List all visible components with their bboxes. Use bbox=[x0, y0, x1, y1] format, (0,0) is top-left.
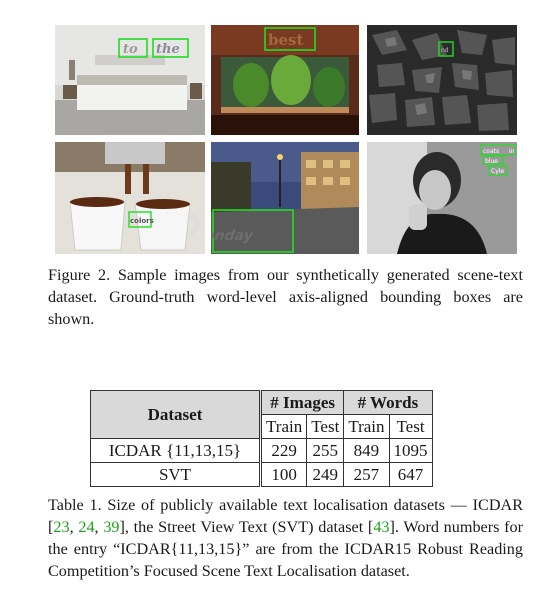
word-label: Cyle bbox=[491, 168, 504, 175]
subheader-train: Train bbox=[259, 414, 308, 439]
images-train: 100 bbox=[259, 462, 308, 487]
word-label: the bbox=[156, 42, 180, 57]
citation-link[interactable]: 23 bbox=[53, 518, 70, 536]
subheader-train: Train bbox=[343, 414, 390, 439]
images-train: 229 bbox=[259, 438, 308, 463]
subheader-test: Test bbox=[306, 414, 345, 439]
words-test: 1095 bbox=[388, 438, 433, 463]
caption-text: , bbox=[69, 518, 79, 536]
caption-text: , bbox=[94, 518, 104, 536]
table-row: SVT 100 249 257 647 bbox=[90, 462, 433, 487]
citation-link[interactable]: 39 bbox=[103, 518, 120, 536]
word-label: monday bbox=[211, 228, 256, 244]
table-row: ICDAR {11,13,15} 229 255 849 1095 bbox=[90, 438, 433, 463]
caption-text: ]. Word numbers for the entry “ICDAR{11,… bbox=[48, 518, 524, 580]
header-words: # Words bbox=[343, 390, 433, 415]
citation-link[interactable]: 24 bbox=[78, 518, 95, 536]
word-label: nd bbox=[441, 47, 449, 54]
dataset-table: Dataset # Images # Words Train Test Trai… bbox=[90, 390, 433, 487]
caption-text: Table 1. Size of publicly available text… bbox=[48, 496, 523, 536]
figure-caption: Figure 2. Sample images from our synthet… bbox=[48, 266, 523, 328]
words-train: 849 bbox=[343, 438, 390, 463]
dataset-name: ICDAR {11,13,15} bbox=[90, 438, 262, 463]
dataset-name: SVT bbox=[90, 462, 262, 487]
word-label: coats bbox=[483, 148, 499, 155]
words-test: 647 bbox=[388, 462, 433, 487]
subheader-test: Test bbox=[388, 414, 433, 439]
word-label: blue bbox=[485, 158, 498, 165]
sample-image-bedroom: to the bbox=[55, 25, 205, 135]
sample-image-cups: colors bbox=[55, 142, 205, 254]
sample-image-rocks: nd bbox=[367, 25, 517, 135]
word-label: in bbox=[509, 148, 515, 155]
word-label: colors bbox=[130, 217, 154, 225]
word-label: best bbox=[268, 31, 303, 49]
images-test: 255 bbox=[306, 438, 345, 463]
sample-image-portrait: coats in blue Cyle bbox=[367, 142, 517, 254]
words-train: 257 bbox=[343, 462, 390, 487]
table-caption: Table 1. Size of publicly available text… bbox=[48, 494, 523, 582]
sample-image-aquarium: best bbox=[211, 25, 359, 135]
header-images: # Images bbox=[259, 390, 345, 415]
citation-link[interactable]: 43 bbox=[373, 518, 390, 536]
caption-text: ], the Street View Text (SVT) dataset [ bbox=[119, 518, 374, 536]
sample-image-street: monday bbox=[211, 142, 359, 254]
word-label: to bbox=[123, 42, 138, 57]
images-test: 249 bbox=[306, 462, 345, 487]
header-dataset: Dataset bbox=[90, 390, 262, 439]
